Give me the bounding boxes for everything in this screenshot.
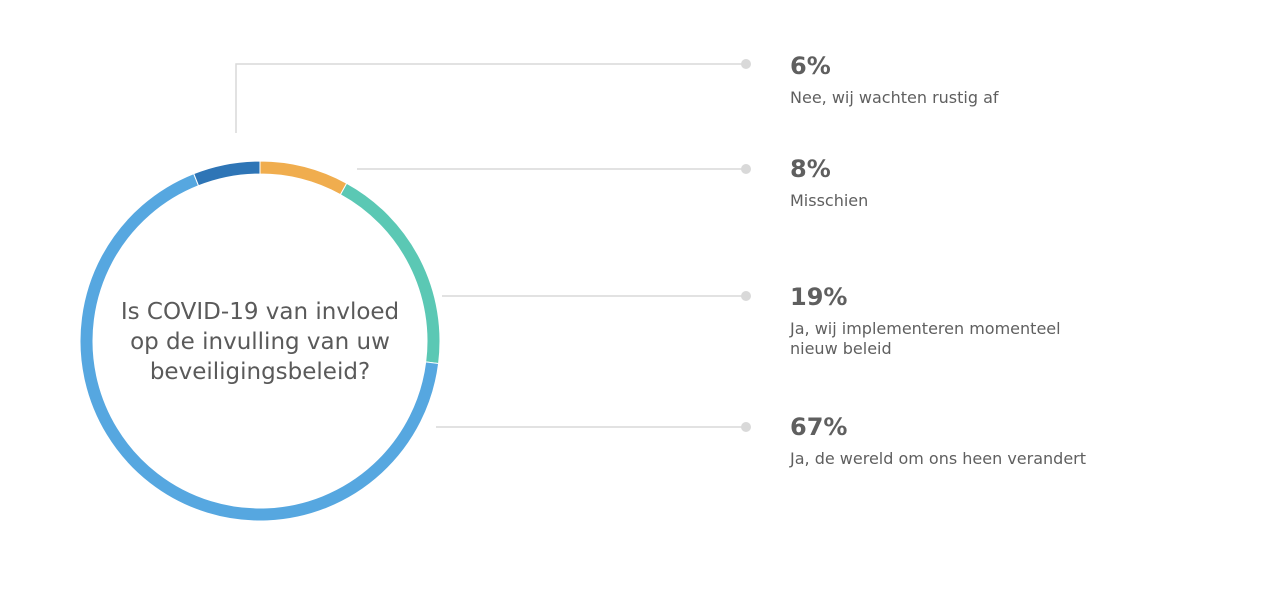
slice-category-label: Ja, wij implementeren momenteel — [789, 319, 1061, 338]
leader-dot-3 — [741, 291, 751, 301]
slice-value-label: 67% — [790, 413, 847, 441]
slice-value-label: 6% — [790, 52, 831, 80]
legend-labels: 6% Nee, wij wachten rustig af 8% Misschien 1… — [789, 52, 1086, 468]
chart-title-line: op de invulling van uw — [130, 329, 390, 355]
leader-dot-2 — [741, 164, 751, 174]
leader-line-1 — [235, 63, 746, 133]
slice-category-label: nieuw beleid — [790, 339, 892, 358]
leader-dot-4 — [741, 422, 751, 432]
slice-category-label: Misschien — [790, 191, 868, 210]
chart-title-line: beveiligingsbeleid? — [150, 359, 370, 385]
chart-title-line: Is COVID-19 van invloed — [121, 299, 399, 325]
leader-lines — [235, 59, 751, 432]
chart-title: Is COVID-19 van invloed op de invulling v… — [121, 299, 399, 385]
slice-value-label: 8% — [790, 155, 831, 183]
slice-category-label: Ja, de wereld om ons heen verandert — [789, 449, 1086, 468]
donut-ring — [79, 160, 441, 522]
pie-slice-6-nee-wij-wachten-rustig-af — [193, 160, 261, 187]
leader-dot-1 — [741, 59, 751, 69]
slice-value-label: 19% — [790, 283, 847, 311]
slice-category-label: Nee, wij wachten rustig af — [790, 88, 999, 107]
pie-slice-8-misschien — [259, 160, 348, 196]
